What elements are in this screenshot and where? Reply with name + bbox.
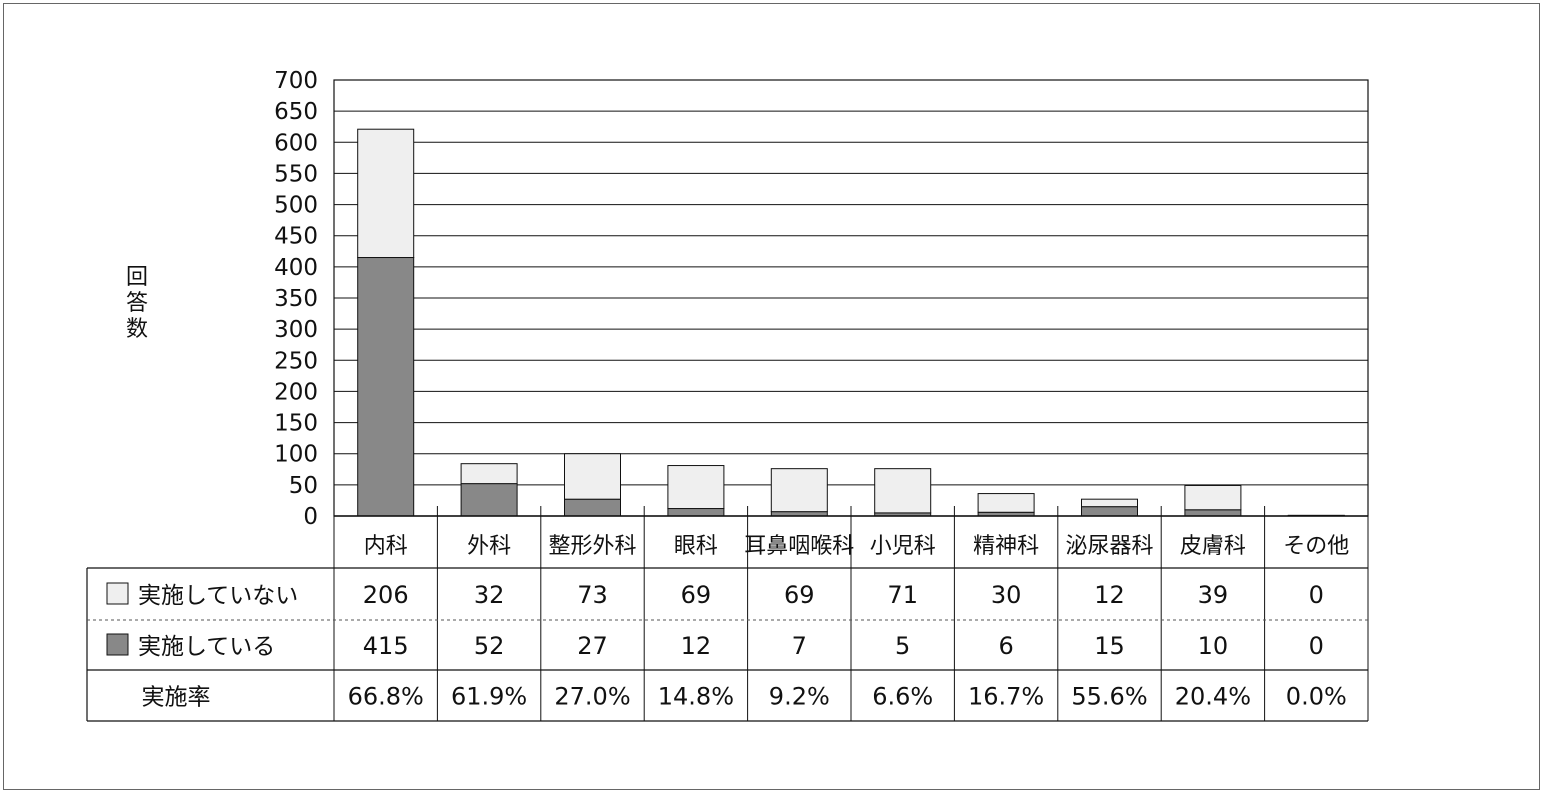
table-value: 10 bbox=[1198, 632, 1229, 660]
gridlines bbox=[334, 79, 1368, 486]
y-axis-label-char: 答 bbox=[126, 291, 148, 316]
bar-segment-done bbox=[357, 257, 415, 517]
category-label: 眼科 bbox=[674, 534, 718, 559]
table-value: 415 bbox=[363, 632, 409, 660]
category-label: 皮膚科 bbox=[1180, 534, 1246, 559]
bar-segment-done bbox=[564, 498, 621, 517]
table-value: 6 bbox=[998, 632, 1013, 660]
table-value: 15 bbox=[1094, 632, 1125, 660]
y-tick-label: 700 bbox=[274, 68, 318, 94]
category-label: 内科 bbox=[364, 534, 408, 559]
category-label: 小児科 bbox=[870, 534, 936, 559]
y-tick-label: 300 bbox=[274, 317, 318, 343]
rate-value: 9.2% bbox=[769, 683, 830, 711]
y-tick-label: 600 bbox=[274, 130, 318, 156]
rate-value: 14.8% bbox=[658, 683, 734, 711]
rate-value: 16.7% bbox=[968, 683, 1044, 711]
bar-segment-not-done bbox=[1081, 498, 1138, 508]
y-tick-label: 550 bbox=[274, 161, 318, 187]
y-axis-label-char: 回 bbox=[126, 265, 148, 290]
rate-value: 6.6% bbox=[872, 683, 933, 711]
bar-segment-not-done bbox=[564, 453, 621, 500]
category-label: 泌尿器科 bbox=[1065, 534, 1153, 559]
rate-value: 20.4% bbox=[1175, 683, 1251, 711]
table-value: 30 bbox=[991, 581, 1022, 609]
legend-label: 実施していない bbox=[138, 583, 298, 609]
y-tick-label: 0 bbox=[303, 504, 318, 530]
table-value: 5 bbox=[895, 632, 910, 660]
table-value: 32 bbox=[474, 581, 505, 609]
bar-segment-not-done bbox=[357, 128, 415, 259]
legend-swatch bbox=[106, 633, 129, 656]
y-axis-label-char: 数 bbox=[126, 317, 148, 342]
bar-segment-not-done bbox=[667, 465, 725, 510]
table-value: 0 bbox=[1309, 632, 1324, 660]
bar-segment-not-done bbox=[874, 468, 932, 514]
y-tick-label: 450 bbox=[274, 224, 318, 250]
table-value: 7 bbox=[792, 632, 807, 660]
y-tick-label: 200 bbox=[274, 379, 318, 405]
y-tick-label: 500 bbox=[274, 193, 318, 219]
bar-segment-done bbox=[1081, 506, 1138, 517]
bar-segment-done bbox=[667, 508, 725, 517]
category-label: その他 bbox=[1283, 534, 1349, 559]
table-value: 71 bbox=[887, 581, 918, 609]
rate-value: 0.0% bbox=[1286, 683, 1347, 711]
rate-value: 27.0% bbox=[554, 683, 630, 711]
y-tick-label: 650 bbox=[274, 99, 318, 125]
category-label: 整形外科 bbox=[548, 534, 636, 559]
bar-segment-not-done bbox=[1184, 484, 1242, 511]
table-value: 39 bbox=[1198, 581, 1229, 609]
legend-label: 実施している bbox=[138, 634, 275, 660]
rate-value: 61.9% bbox=[451, 683, 527, 711]
chart-frame bbox=[3, 3, 1540, 790]
table-value: 12 bbox=[1094, 581, 1125, 609]
rate-value: 66.8% bbox=[348, 683, 424, 711]
y-tick-label: 100 bbox=[274, 442, 318, 468]
category-label: 耳鼻咽喉科 bbox=[744, 534, 854, 559]
legend-swatch bbox=[106, 582, 129, 605]
table-value: 27 bbox=[577, 632, 608, 660]
y-tick-label: 350 bbox=[274, 286, 318, 312]
bars bbox=[357, 128, 1345, 517]
bar-segment-not-done bbox=[770, 468, 828, 513]
table-value: 206 bbox=[363, 581, 409, 609]
y-tick-label: 50 bbox=[289, 473, 318, 499]
bar-segment-not-done bbox=[977, 493, 1035, 513]
y-tick-label: 400 bbox=[274, 255, 318, 281]
table-value: 0 bbox=[1309, 581, 1324, 609]
category-label: 精神科 bbox=[973, 534, 1039, 559]
table-value: 73 bbox=[577, 581, 608, 609]
bar-segment-done bbox=[460, 483, 518, 517]
y-tick-label: 150 bbox=[274, 411, 318, 437]
table-value: 12 bbox=[681, 632, 712, 660]
rate-value: 55.6% bbox=[1071, 683, 1147, 711]
table-value: 69 bbox=[681, 581, 712, 609]
table-value: 69 bbox=[784, 581, 815, 609]
y-tick-label: 250 bbox=[274, 348, 318, 374]
category-label: 外科 bbox=[467, 534, 511, 559]
rate-row-label: 実施率 bbox=[142, 685, 211, 711]
table-value: 52 bbox=[474, 632, 505, 660]
axes: 0 50 100 150 200 250 300 350 400 450 500 550 600 650 7… bbox=[274, 68, 1369, 530]
bar-segment-not-done bbox=[460, 463, 518, 485]
bar-segment-done bbox=[1184, 509, 1242, 517]
y-axis-label: 回答数 bbox=[126, 265, 148, 342]
